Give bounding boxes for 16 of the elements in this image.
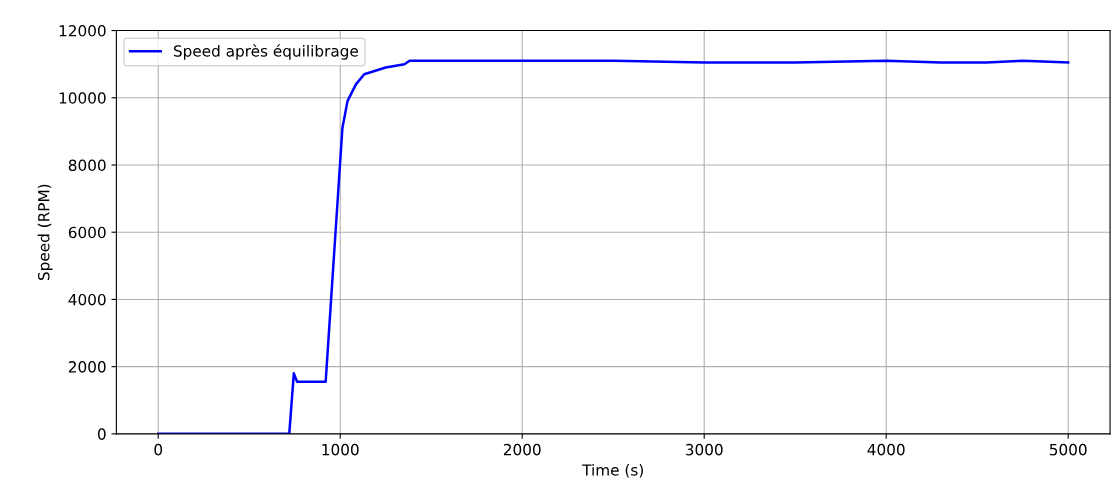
x-tick-label: 5000 [1049,443,1087,456]
x-tick-label: 2000 [503,443,541,456]
y-tick-label: 12000 [59,25,106,37]
x-tick-label: 4000 [867,443,905,456]
x-tick-label: 3000 [685,443,723,456]
x-axis-title: Time (s) [582,463,643,478]
x-tick-label: 1000 [322,443,359,456]
y-tick-label: 4000 [68,293,106,306]
legend-label: Speed après équilibrage [173,44,358,60]
x-tick-label: 0 [154,443,163,456]
y-tick-label: 0 [97,428,106,440]
y-tick-label: 2000 [68,361,106,373]
y-tick-label: 8000 [68,159,106,172]
y-tick-label: 6000 [68,226,106,239]
y-axis-title: Speed (RPM) [37,184,53,281]
y-tick-label: 10000 [59,92,106,104]
